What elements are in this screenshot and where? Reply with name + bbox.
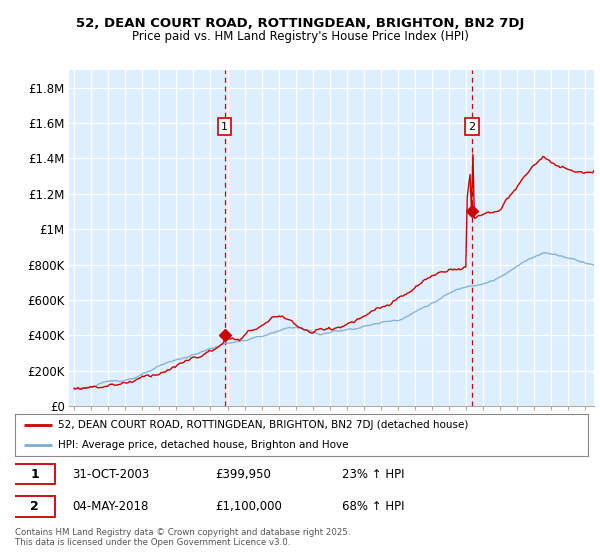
Text: 2: 2 — [468, 122, 475, 132]
Text: £1,100,000: £1,100,000 — [215, 500, 283, 513]
Text: 52, DEAN COURT ROAD, ROTTINGDEAN, BRIGHTON, BN2 7DJ: 52, DEAN COURT ROAD, ROTTINGDEAN, BRIGHT… — [76, 17, 524, 30]
Text: 23% ↑ HPI: 23% ↑ HPI — [341, 468, 404, 480]
FancyBboxPatch shape — [14, 496, 55, 516]
Text: 52, DEAN COURT ROAD, ROTTINGDEAN, BRIGHTON, BN2 7DJ (detached house): 52, DEAN COURT ROAD, ROTTINGDEAN, BRIGHT… — [58, 420, 469, 430]
Text: £399,950: £399,950 — [215, 468, 271, 480]
Text: 1: 1 — [30, 468, 39, 480]
Text: 31-OCT-2003: 31-OCT-2003 — [73, 468, 149, 480]
Text: Price paid vs. HM Land Registry's House Price Index (HPI): Price paid vs. HM Land Registry's House … — [131, 30, 469, 43]
Text: 68% ↑ HPI: 68% ↑ HPI — [341, 500, 404, 513]
Text: 1: 1 — [221, 122, 228, 132]
Text: HPI: Average price, detached house, Brighton and Hove: HPI: Average price, detached house, Brig… — [58, 440, 349, 450]
Text: 04-MAY-2018: 04-MAY-2018 — [73, 500, 149, 513]
Text: Contains HM Land Registry data © Crown copyright and database right 2025.
This d: Contains HM Land Registry data © Crown c… — [15, 528, 350, 547]
FancyBboxPatch shape — [14, 464, 55, 484]
Text: 2: 2 — [30, 500, 39, 513]
